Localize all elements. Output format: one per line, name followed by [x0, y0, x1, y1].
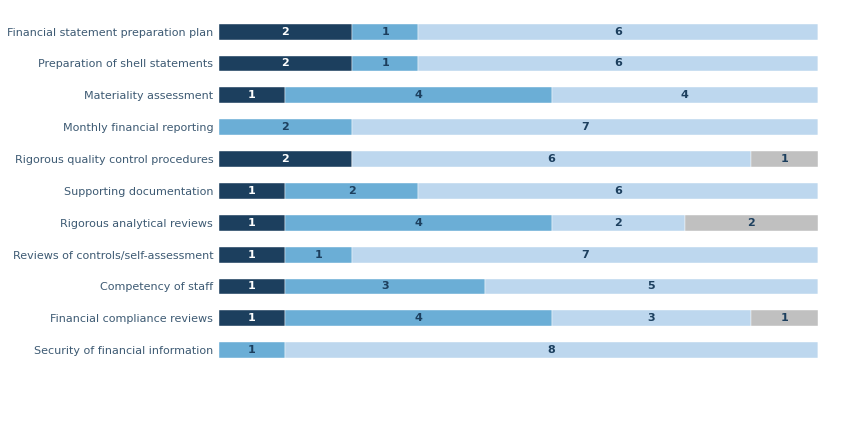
- Text: 6: 6: [614, 58, 622, 69]
- Bar: [752, 311, 818, 326]
- Bar: [286, 87, 552, 104]
- Bar: [752, 151, 818, 167]
- Text: 6: 6: [547, 154, 555, 164]
- Bar: [286, 279, 485, 294]
- Text: 1: 1: [248, 282, 256, 291]
- Bar: [219, 119, 352, 135]
- Text: 1: 1: [381, 58, 389, 69]
- Bar: [286, 247, 352, 262]
- Bar: [286, 342, 818, 358]
- Text: 1: 1: [248, 250, 256, 259]
- Text: 6: 6: [614, 27, 622, 37]
- Bar: [219, 342, 286, 358]
- Text: 2: 2: [614, 218, 622, 228]
- Text: 2: 2: [281, 58, 289, 69]
- Text: 1: 1: [381, 27, 389, 37]
- Text: 2: 2: [281, 154, 289, 164]
- Text: 1: 1: [248, 90, 256, 101]
- Text: 7: 7: [581, 122, 589, 132]
- Text: 6: 6: [614, 186, 622, 196]
- Bar: [219, 279, 286, 294]
- Bar: [352, 119, 818, 135]
- Text: 4: 4: [414, 218, 422, 228]
- Text: 1: 1: [781, 154, 789, 164]
- Bar: [419, 24, 818, 40]
- Text: 1: 1: [248, 345, 256, 355]
- Bar: [219, 87, 286, 104]
- Text: 5: 5: [648, 282, 656, 291]
- Bar: [685, 215, 818, 231]
- Text: 1: 1: [248, 186, 256, 196]
- Text: 1: 1: [248, 314, 256, 323]
- Bar: [419, 55, 818, 72]
- Bar: [552, 311, 752, 326]
- Text: 1: 1: [248, 218, 256, 228]
- Bar: [419, 183, 818, 199]
- Bar: [352, 247, 818, 262]
- Bar: [286, 183, 419, 199]
- Text: 2: 2: [281, 27, 289, 37]
- Bar: [286, 215, 552, 231]
- Bar: [485, 279, 818, 294]
- Bar: [219, 151, 352, 167]
- Text: 3: 3: [381, 282, 389, 291]
- Bar: [552, 87, 818, 104]
- Bar: [352, 24, 419, 40]
- Bar: [219, 311, 286, 326]
- Text: 8: 8: [547, 345, 555, 355]
- Text: 4: 4: [414, 90, 422, 101]
- Bar: [219, 247, 286, 262]
- Text: 2: 2: [348, 186, 356, 196]
- Bar: [219, 215, 286, 231]
- Bar: [219, 55, 352, 72]
- Bar: [219, 183, 286, 199]
- Text: 2: 2: [281, 122, 289, 132]
- Bar: [552, 215, 685, 231]
- Text: 7: 7: [581, 250, 589, 259]
- Text: 4: 4: [414, 314, 422, 323]
- Text: 3: 3: [648, 314, 656, 323]
- Text: 2: 2: [747, 218, 755, 228]
- Bar: [352, 55, 419, 72]
- Bar: [352, 151, 752, 167]
- Bar: [286, 311, 552, 326]
- Bar: [219, 24, 352, 40]
- Text: 1: 1: [781, 314, 789, 323]
- Text: 4: 4: [680, 90, 689, 101]
- Text: 1: 1: [315, 250, 323, 259]
